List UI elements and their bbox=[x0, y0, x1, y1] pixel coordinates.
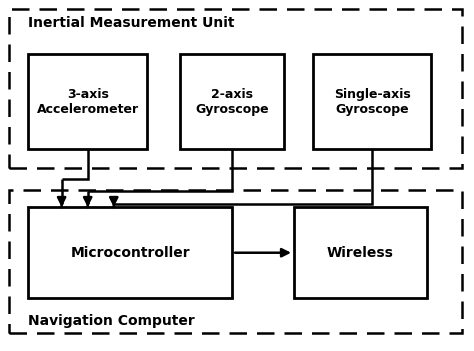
FancyBboxPatch shape bbox=[313, 54, 431, 149]
Text: Wireless: Wireless bbox=[327, 246, 394, 260]
Text: 2-axis
Gyroscope: 2-axis Gyroscope bbox=[195, 88, 269, 116]
FancyBboxPatch shape bbox=[28, 207, 232, 298]
Text: Navigation Computer: Navigation Computer bbox=[28, 314, 195, 328]
FancyBboxPatch shape bbox=[180, 54, 284, 149]
FancyBboxPatch shape bbox=[28, 54, 147, 149]
Text: Microcontroller: Microcontroller bbox=[71, 246, 190, 260]
Text: 3-axis
Accelerometer: 3-axis Accelerometer bbox=[36, 88, 139, 116]
FancyBboxPatch shape bbox=[294, 207, 427, 298]
Text: Inertial Measurement Unit: Inertial Measurement Unit bbox=[28, 16, 235, 30]
Text: Single-axis
Gyroscope: Single-axis Gyroscope bbox=[334, 88, 410, 116]
